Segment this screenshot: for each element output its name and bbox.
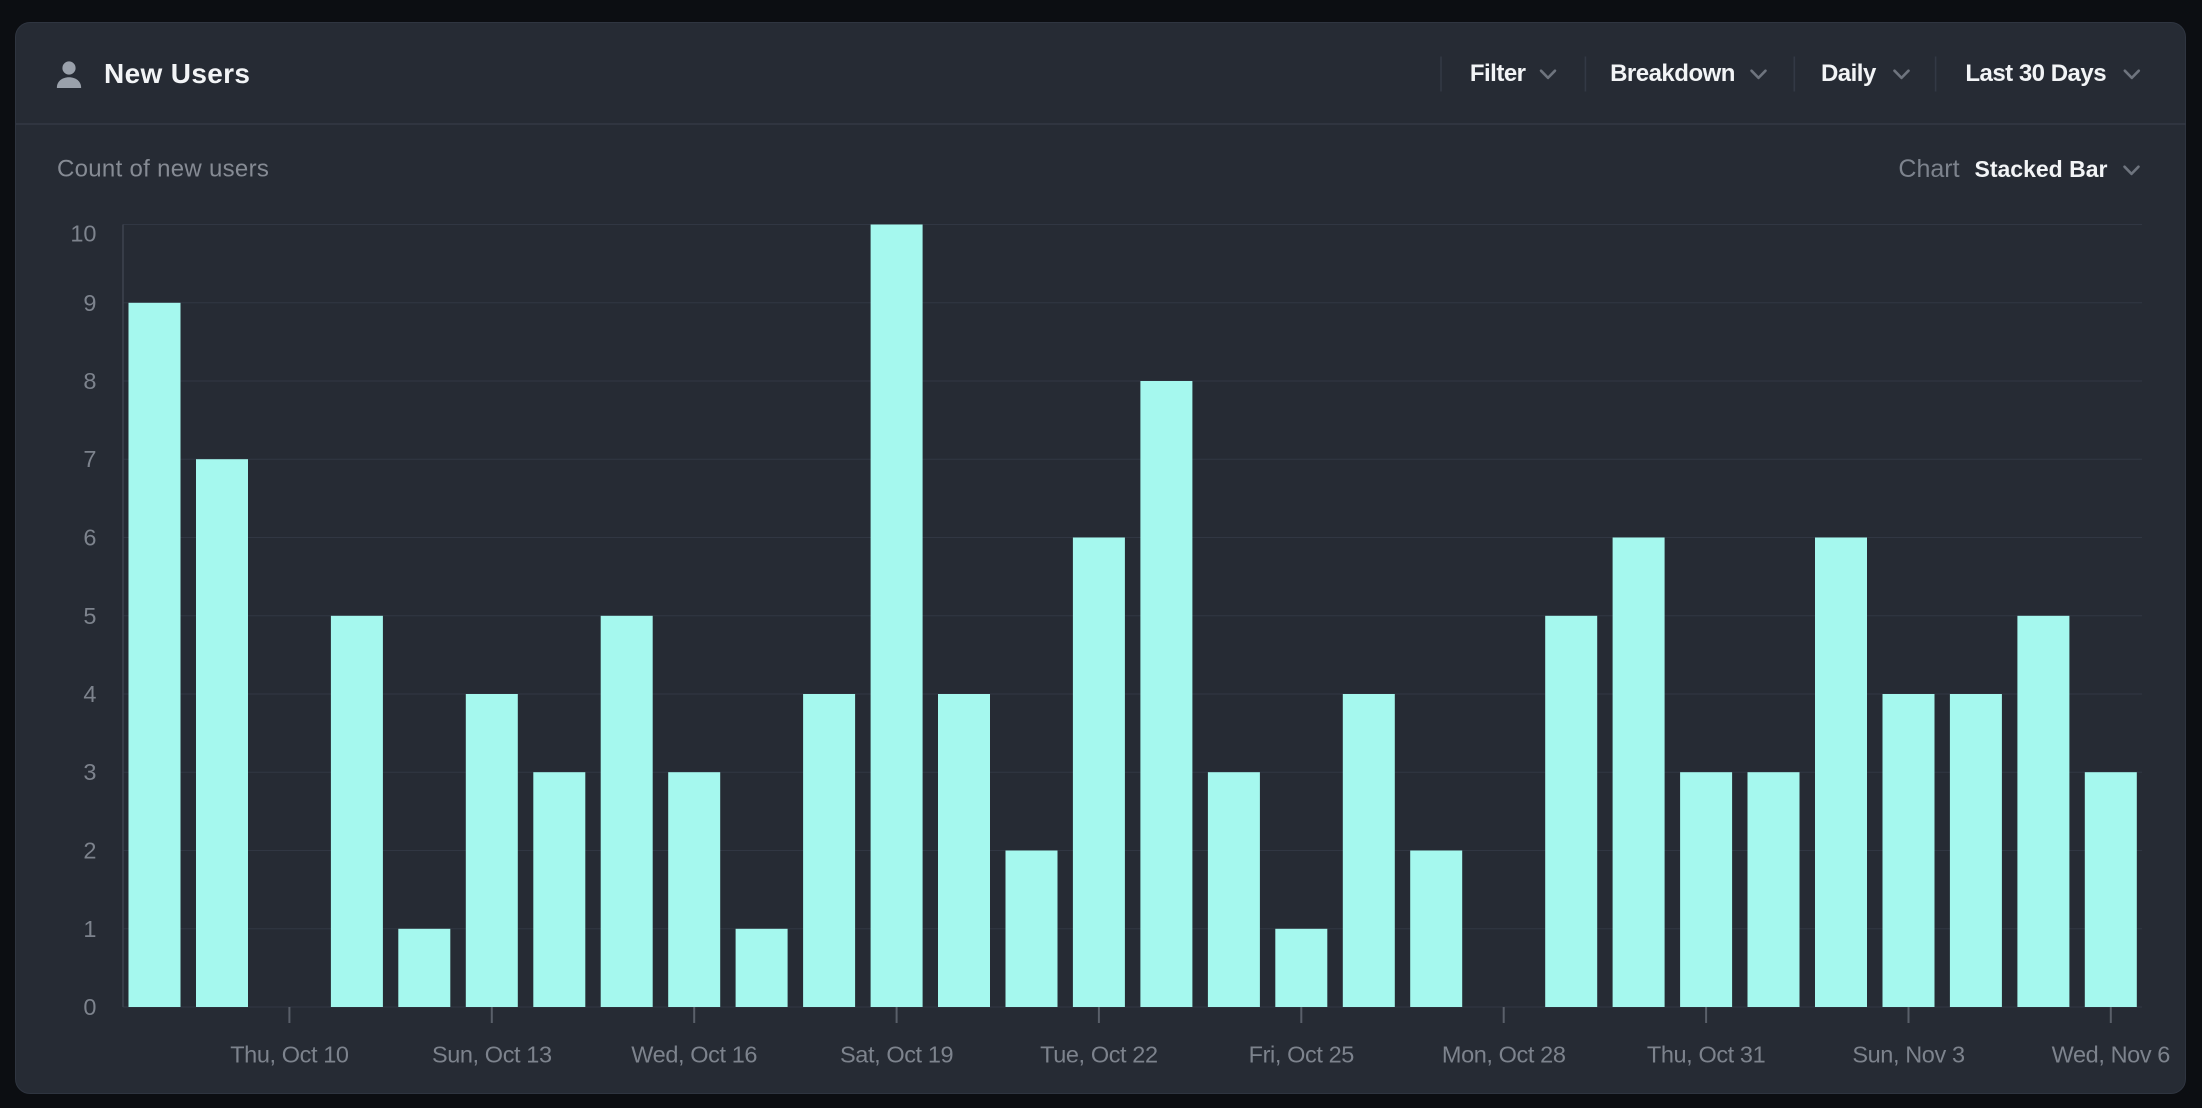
svg-text:7: 7 xyxy=(83,446,96,472)
svg-text:Wed, Nov 6: Wed, Nov 6 xyxy=(2052,1042,2171,1068)
svg-text:9: 9 xyxy=(83,290,96,316)
svg-text:10: 10 xyxy=(70,220,96,246)
svg-text:Wed, Oct 16: Wed, Oct 16 xyxy=(631,1042,757,1068)
svg-text:Sun, Oct 13: Sun, Oct 13 xyxy=(432,1042,552,1068)
svg-text:Daily: Daily xyxy=(1821,60,1877,87)
svg-text:Filter: Filter xyxy=(1470,60,1526,87)
svg-text:5: 5 xyxy=(83,603,96,629)
svg-text:Breakdown: Breakdown xyxy=(1610,60,1735,87)
svg-text:Sat, Oct 19: Sat, Oct 19 xyxy=(840,1042,953,1068)
svg-text:Mon, Oct 28: Mon, Oct 28 xyxy=(1442,1042,1566,1068)
svg-text:Last 30 Days: Last 30 Days xyxy=(1965,60,2106,87)
svg-text:Sun, Nov 3: Sun, Nov 3 xyxy=(1852,1042,1965,1068)
svg-text:1: 1 xyxy=(83,916,96,942)
svg-text:8: 8 xyxy=(83,368,96,394)
svg-text:New Users: New Users xyxy=(104,58,250,89)
svg-text:0: 0 xyxy=(83,994,96,1020)
svg-text:Chart: Chart xyxy=(1898,155,1959,183)
svg-text:Stacked Bar: Stacked Bar xyxy=(1975,156,2108,182)
svg-text:Thu, Oct 10: Thu, Oct 10 xyxy=(230,1042,349,1068)
svg-text:2: 2 xyxy=(83,838,96,864)
svg-text:3: 3 xyxy=(83,759,96,785)
svg-text:Tue, Oct 22: Tue, Oct 22 xyxy=(1040,1042,1158,1068)
svg-text:Fri, Oct 25: Fri, Oct 25 xyxy=(1249,1042,1355,1068)
svg-text:4: 4 xyxy=(83,681,96,707)
svg-text:Count of new users: Count of new users xyxy=(57,156,269,183)
svg-text:6: 6 xyxy=(83,525,96,551)
svg-text:Thu, Oct 31: Thu, Oct 31 xyxy=(1647,1042,1765,1068)
